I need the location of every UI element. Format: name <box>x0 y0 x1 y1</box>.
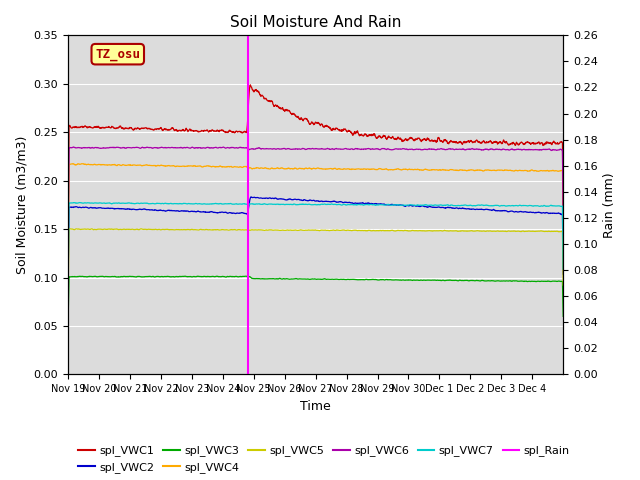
Y-axis label: Soil Moisture (m3/m3): Soil Moisture (m3/m3) <box>15 136 28 274</box>
Text: TZ_osu: TZ_osu <box>95 48 140 60</box>
X-axis label: Time: Time <box>300 400 331 413</box>
Title: Soil Moisture And Rain: Soil Moisture And Rain <box>230 15 401 30</box>
Y-axis label: Rain (mm): Rain (mm) <box>604 172 616 238</box>
Legend: spl_VWC1, spl_VWC2, spl_VWC3, spl_VWC4, spl_VWC5, spl_VWC6, spl_VWC7, spl_Rain: spl_VWC1, spl_VWC2, spl_VWC3, spl_VWC4, … <box>74 441 575 477</box>
